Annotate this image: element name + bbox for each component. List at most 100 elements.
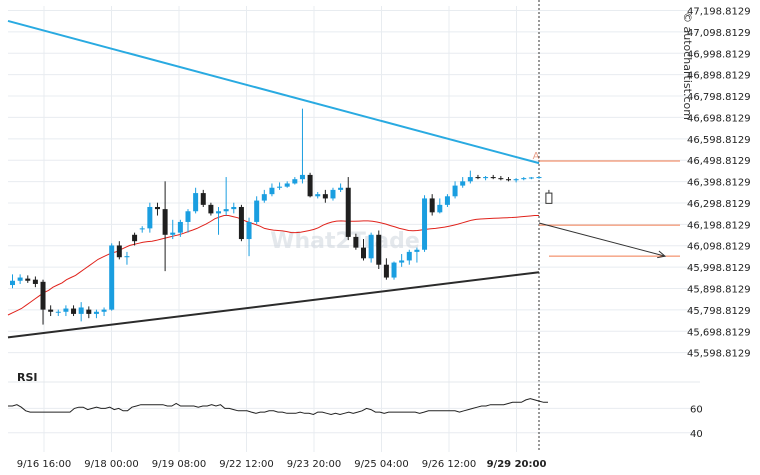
candle — [40, 279, 46, 325]
candle-body — [139, 228, 145, 230]
candle-body — [368, 234, 374, 259]
candle — [307, 172, 313, 198]
candle-body — [200, 193, 206, 205]
candle-body — [467, 177, 473, 182]
candle — [25, 275, 31, 283]
candle — [330, 187, 336, 201]
rsi-tick-label: 40 — [690, 429, 703, 440]
candle-body — [490, 177, 496, 179]
x-tick-label: 9/18 00:00 — [84, 459, 138, 470]
y-tick-label: 47,098.8129 — [687, 28, 751, 39]
candle — [246, 217, 252, 257]
x-tick-label: 9/19 08:00 — [152, 459, 206, 470]
candle — [78, 302, 84, 322]
candle — [498, 175, 504, 181]
candle — [101, 307, 107, 317]
candle — [452, 181, 458, 199]
candle-body — [71, 308, 77, 314]
candle — [17, 274, 23, 284]
candle-body — [10, 280, 15, 286]
y-tick-label: 45,698.8129 — [687, 327, 751, 338]
ma-line — [7, 215, 539, 316]
x-tick-label: 9/23 20:00 — [287, 459, 341, 470]
candle — [383, 258, 389, 280]
y-tick-label: 45,598.8129 — [687, 349, 751, 360]
candle-body — [452, 185, 458, 197]
candle-body — [444, 196, 450, 205]
candle — [86, 306, 92, 319]
candle — [32, 276, 38, 288]
candle — [345, 177, 351, 241]
candle — [116, 241, 122, 260]
candle — [505, 177, 511, 182]
candle-body — [414, 249, 420, 252]
candle-body — [78, 307, 84, 314]
candle — [299, 108, 305, 184]
candle-body — [177, 221, 183, 233]
candle — [139, 226, 145, 233]
x-tick-label: 9/29 20:00 — [487, 459, 547, 470]
candle — [261, 189, 267, 203]
rsi-line — [8, 398, 548, 416]
candle — [521, 177, 527, 181]
candle — [170, 219, 176, 240]
x-tick-label: 9/16 16:00 — [17, 459, 71, 470]
candle-body — [406, 251, 412, 261]
forecast-arrow — [538, 222, 667, 259]
candle — [414, 247, 420, 263]
candle-body — [254, 200, 260, 222]
candle — [361, 239, 366, 261]
x-tick-label: 9/22 12:00 — [219, 459, 273, 470]
candle-body — [261, 194, 267, 201]
candle — [277, 182, 283, 190]
candle — [231, 202, 237, 214]
candle-body — [116, 245, 122, 258]
y-tick-label: 47,198.8129 — [687, 7, 751, 18]
candle — [193, 187, 199, 214]
candle — [292, 177, 298, 185]
x-axis-labels: 9/16 16:00 9/18 00:00 9/19 08:00 9/22 12:00… — [17, 459, 547, 470]
y-tick-label: 46,698.8129 — [687, 113, 751, 124]
candle-body — [505, 179, 511, 181]
candle-body — [460, 181, 466, 186]
candle-body — [528, 177, 534, 179]
candle-body — [193, 193, 199, 212]
candle — [460, 177, 466, 188]
candle-body — [521, 178, 527, 180]
candle-body — [32, 279, 38, 284]
candle-body — [345, 187, 351, 237]
candle — [490, 174, 496, 180]
candle — [55, 309, 61, 317]
candle — [71, 305, 77, 317]
arrow-head — [657, 250, 667, 259]
candle-body — [307, 174, 313, 197]
candle-body — [147, 206, 153, 229]
candle-body — [277, 186, 283, 188]
candle-body — [238, 206, 244, 240]
candle-body — [422, 198, 428, 250]
y-tick-label: 46,998.8129 — [687, 49, 751, 60]
candle-body — [55, 311, 61, 313]
candle-body — [284, 183, 290, 187]
candle — [48, 305, 54, 317]
candle — [444, 194, 450, 207]
candle-body — [109, 245, 115, 310]
y-tick-label: 45,898.8129 — [687, 284, 751, 295]
candle-body — [246, 221, 252, 240]
candle — [391, 261, 397, 280]
candle — [536, 176, 542, 179]
candle-body — [170, 232, 176, 235]
upper-trendline — [7, 20, 540, 165]
candle-body — [185, 211, 191, 222]
candle-body — [399, 260, 405, 263]
marker-body — [545, 192, 553, 204]
candle-body — [216, 211, 222, 214]
candle — [162, 181, 168, 272]
candle — [513, 178, 519, 183]
candle-body — [231, 206, 237, 210]
candle-body — [475, 177, 481, 179]
candle-body — [322, 194, 328, 199]
candle-body — [437, 204, 443, 213]
candle-body — [223, 209, 229, 212]
candle — [238, 204, 244, 242]
